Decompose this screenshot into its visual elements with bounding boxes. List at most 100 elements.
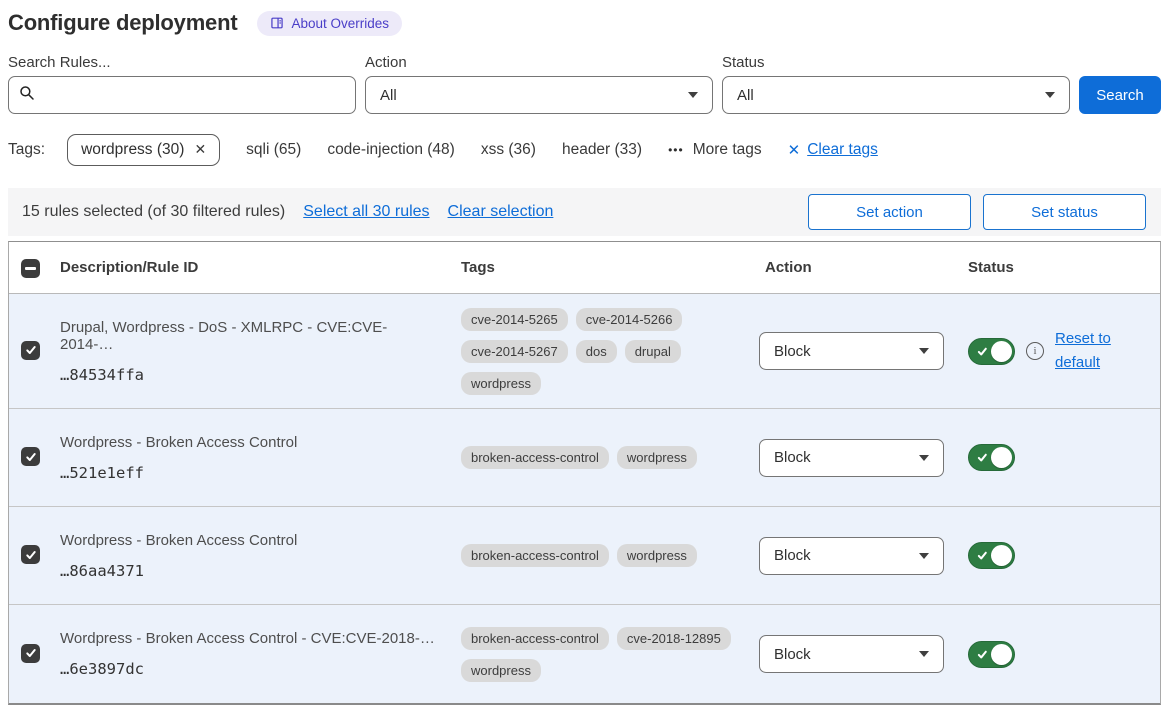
check-icon [25, 452, 36, 461]
about-overrides-label: About Overrides [291, 15, 389, 31]
check-icon [977, 551, 987, 560]
search-button[interactable]: Search [1079, 76, 1161, 114]
rule-action-select[interactable]: Block [759, 332, 944, 370]
rule-tag-chip: drupal [624, 339, 681, 363]
table-row: Wordpress - Broken Access Control …521e1… [9, 409, 1160, 507]
rule-action-value: Block [774, 547, 811, 564]
rule-action-value: Block [774, 342, 811, 360]
column-header-description: Description/Rule ID [60, 259, 199, 276]
status-filter-label: Status [722, 54, 765, 71]
select-all-checkbox[interactable] [21, 259, 40, 279]
rule-action-value: Block [774, 645, 811, 663]
ellipsis-icon [668, 141, 684, 159]
rule-title: Wordpress - Broken Access Control [60, 433, 298, 451]
toggle-knob [991, 447, 1012, 468]
rule-tag-chip: dos [575, 339, 617, 363]
chevron-down-icon [1045, 92, 1055, 98]
toggle-knob [991, 545, 1012, 566]
selected-tag-label: wordpress (30) [81, 141, 185, 158]
rule-tag-chip: wordpress [616, 446, 697, 469]
rule-title: Wordpress - Broken Access Control [60, 531, 298, 549]
remove-tag-icon[interactable] [194, 141, 206, 159]
column-header-status: Status [968, 259, 1014, 276]
rules-search-box[interactable] [8, 76, 356, 114]
check-icon [25, 346, 36, 355]
rule-action-value: Block [774, 449, 811, 466]
rule-tag-chip: broken-access-control [461, 446, 609, 469]
toggle-knob [991, 643, 1012, 665]
rule-id: …86aa4371 [60, 561, 144, 580]
table-row: Wordpress - Broken Access Control - CVE:… [9, 605, 1160, 703]
clear-tags-link[interactable]: Clear tags [788, 141, 878, 160]
chevron-down-icon [919, 552, 929, 559]
action-filter-select[interactable]: All [365, 76, 713, 114]
rule-action-select[interactable]: Block [759, 635, 944, 673]
selection-bar: 15 rules selected (of 30 filtered rules)… [8, 188, 1161, 236]
rule-title: Drupal, Wordpress - DoS - XMLRPC - CVE:C… [60, 318, 388, 353]
book-icon [270, 16, 284, 30]
search-icon [19, 85, 35, 106]
set-status-button[interactable]: Set status [983, 194, 1146, 230]
check-icon [25, 649, 36, 658]
select-all-rules-link[interactable]: Select all 30 rules [303, 203, 430, 220]
tag-item-xss[interactable]: xss (36) [480, 141, 536, 158]
rule-title: Wordpress - Broken Access Control - CVE:… [60, 630, 435, 647]
column-header-action: Action [765, 259, 812, 276]
status-filter-select[interactable]: All [722, 76, 1070, 114]
action-filter-value: All [380, 86, 397, 104]
rule-tag-chip: wordpress [461, 658, 541, 682]
page-header: Configure deployment About Overrides [8, 10, 1161, 36]
action-filter-label: Action [365, 54, 407, 71]
more-tags-button[interactable]: More tags [668, 141, 762, 159]
row-checkbox[interactable] [21, 545, 40, 565]
table-row: Wordpress - Broken Access Control …86aa4… [9, 507, 1160, 605]
row-checkbox[interactable] [21, 643, 40, 663]
minus-icon [25, 267, 36, 270]
reset-to-default-link[interactable]: Reset to default [1055, 330, 1111, 371]
table-header-row: Description/Rule ID Tags Action Status [9, 242, 1160, 294]
clear-tags-x-icon [788, 141, 801, 160]
rules-search-input[interactable] [43, 85, 345, 105]
set-action-button[interactable]: Set action [808, 194, 971, 230]
clear-selection-link[interactable]: Clear selection [447, 203, 554, 220]
status-toggle[interactable] [968, 640, 1015, 668]
rule-tag-chip: cve-2014-5267 [461, 339, 568, 363]
page-title: Configure deployment [8, 10, 238, 35]
rule-tag-chip: broken-access-control [461, 544, 609, 567]
toggle-knob [991, 340, 1012, 362]
row-checkbox[interactable] [21, 340, 40, 360]
status-toggle[interactable] [968, 542, 1015, 569]
tags-bar: Tags: wordpress (30) sqli (65) code-inje… [8, 134, 1161, 166]
rule-tag-chip: broken-access-control [461, 626, 609, 650]
check-icon [977, 453, 987, 462]
rule-tag-chip: cve-2014-5265 [461, 307, 568, 331]
search-rules-label: Search Rules... [8, 54, 111, 71]
rule-action-select[interactable]: Block [759, 438, 944, 477]
check-icon [977, 347, 987, 355]
tag-item-sqli[interactable]: sqli (65) [246, 141, 302, 158]
rule-id: …84534ffa [60, 365, 144, 384]
rule-tag-chip: cve-2018-12895 [616, 626, 731, 650]
chevron-down-icon [688, 92, 698, 98]
rules-table: Description/Rule ID Tags Action Status D… [8, 241, 1161, 705]
filter-bar: Search Rules... Action All Status All Se… [8, 54, 1161, 114]
tags-label: Tags: [8, 141, 46, 158]
tag-item-code-injection[interactable]: code-injection (48) [327, 141, 455, 158]
rule-tag-chip: wordpress [616, 544, 697, 567]
table-row: Drupal, Wordpress - DoS - XMLRPC - CVE:C… [9, 294, 1160, 409]
check-icon [25, 550, 36, 559]
rule-id: …521e1eff [60, 463, 144, 482]
status-toggle[interactable] [968, 444, 1015, 471]
status-toggle[interactable] [968, 337, 1015, 365]
selected-tag-pill[interactable]: wordpress (30) [67, 134, 221, 166]
rule-id: …6e3897dc [60, 660, 144, 678]
clear-tags-label: Clear tags [807, 141, 878, 158]
info-icon[interactable] [1026, 342, 1044, 360]
column-header-tags: Tags [461, 259, 495, 276]
rule-tag-chip: wordpress [461, 371, 541, 395]
chevron-down-icon [919, 348, 929, 354]
tag-item-header[interactable]: header (33) [561, 141, 643, 158]
row-checkbox[interactable] [21, 447, 40, 467]
about-overrides-badge[interactable]: About Overrides [257, 10, 402, 36]
rule-action-select[interactable]: Block [759, 536, 944, 575]
